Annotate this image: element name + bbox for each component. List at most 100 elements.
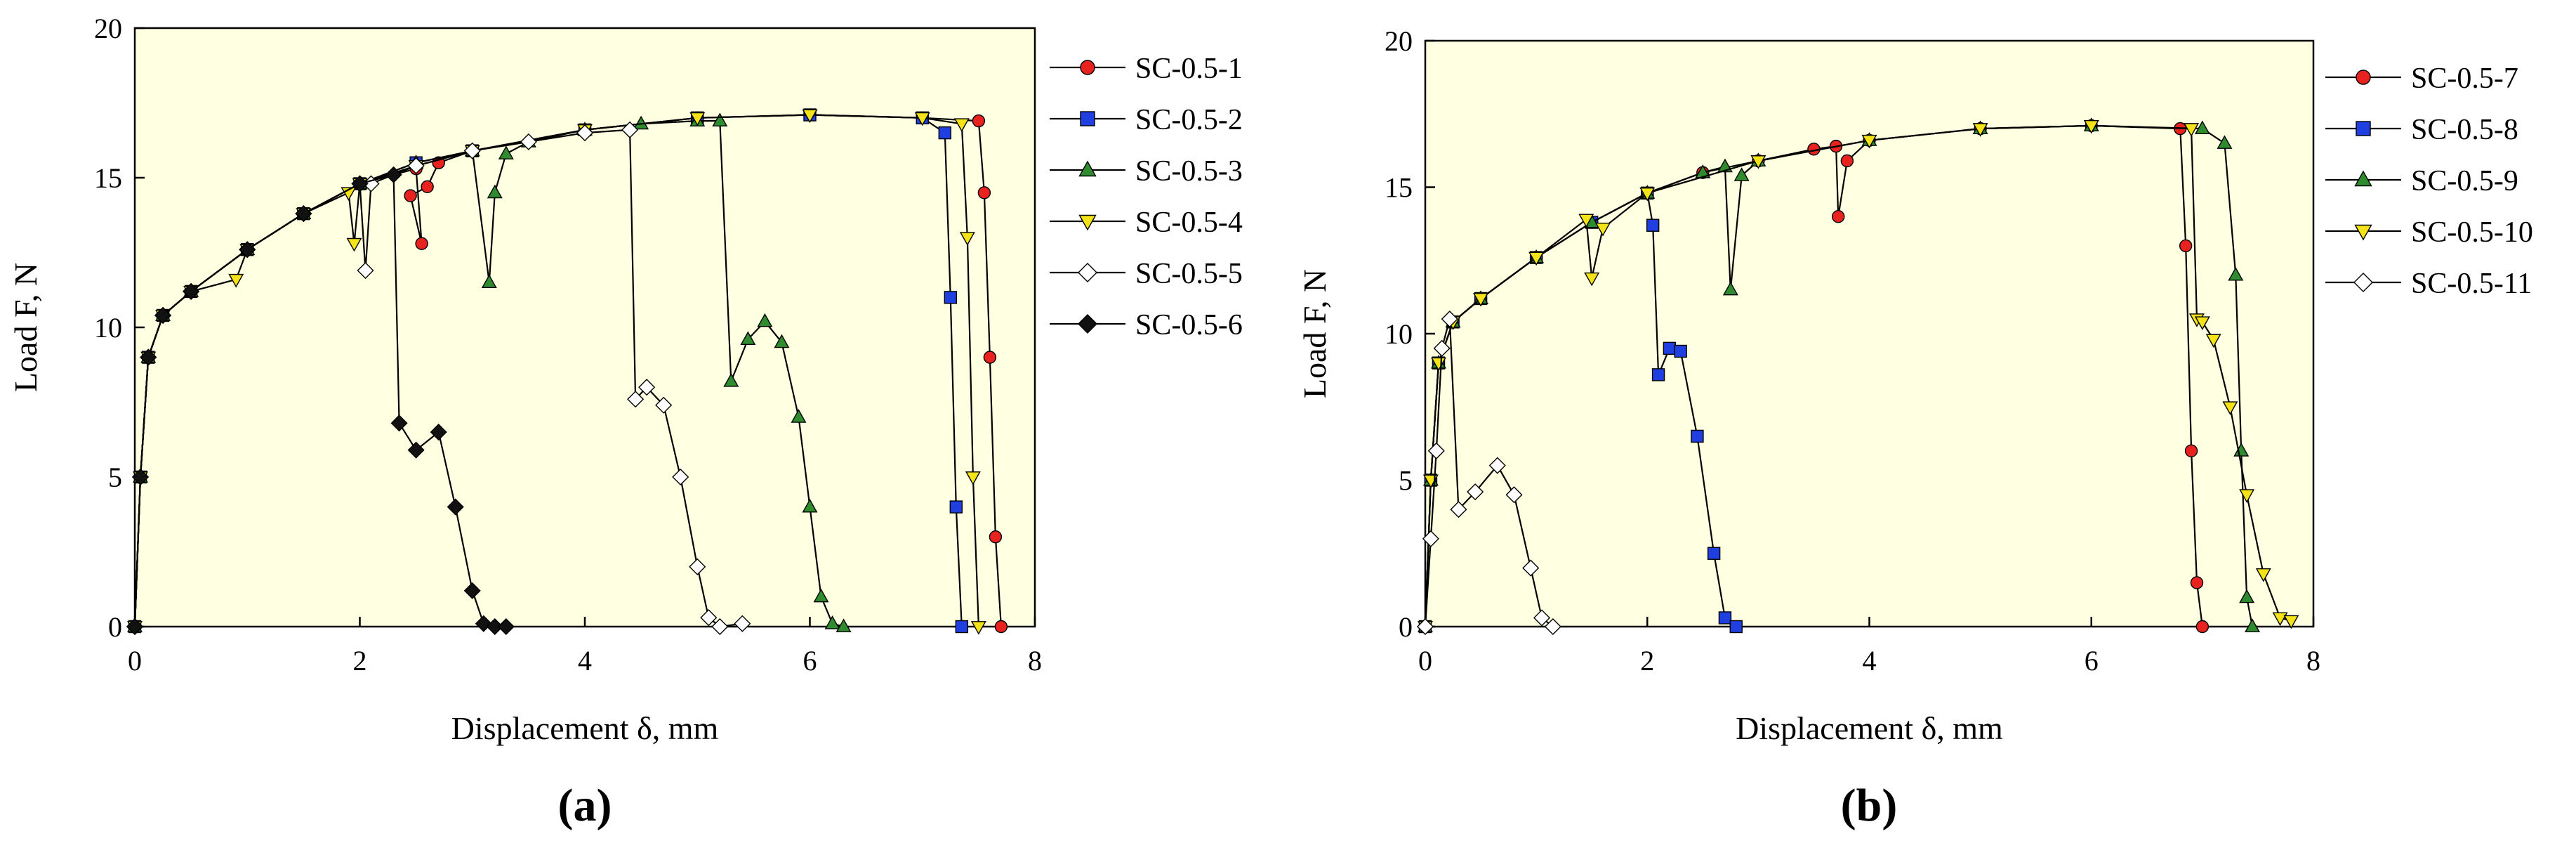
data-point [977,186,991,200]
data-point [1972,123,1988,137]
data-point [481,274,497,289]
legend-marker [2356,121,2371,136]
data-point [140,348,157,366]
x-tick-label: 2 [1640,645,1654,677]
data-point [2272,612,2288,627]
legend-marker [2354,224,2372,241]
data-point [802,498,818,513]
data-point [497,617,515,636]
data-point [486,617,503,636]
data-point [813,588,829,603]
legend-label: SC-0.5-3 [1135,155,1243,188]
series-line [1424,318,1554,627]
data-point [183,282,200,300]
x-axis-label: Displacement δ, mm [451,710,719,746]
legend-marker [2354,170,2372,187]
data-point [655,396,673,414]
x-axis-label: Displacement δ, mm [1736,710,2003,746]
data-point [723,373,739,387]
y-tick-label: 0 [1399,611,1413,643]
legend-label: SC-0.5-1 [1135,53,1243,85]
data-point [2190,576,2204,589]
data-point [1718,611,1732,625]
data-point [357,262,374,280]
data-point [689,558,706,575]
x-tick-label: 8 [1028,645,1042,677]
data-point [2283,615,2299,629]
data-point [1473,293,1489,307]
data-point [404,189,417,202]
y-tick-label: 15 [1385,172,1413,204]
data-point [415,237,428,250]
legend-label: SC-0.5-9 [2411,165,2518,197]
y-tick-label: 0 [108,611,122,643]
data-point [972,114,986,128]
y-tick-label: 15 [94,162,122,194]
legend-marker [1078,160,1097,177]
data-point [983,351,997,364]
data-point [2239,589,2255,603]
data-point [1578,214,1594,228]
data-point [2184,444,2198,457]
chart-panel-a: 0 2 4 6 8 0 5 10 15 20 SC-0.5-1 SC-0.5-2 SC-0.5-3 SC-… [8,13,1243,831]
data-point [1505,486,1523,504]
data-point [1544,617,1561,636]
legend-marker [2356,70,2371,85]
data-point [126,617,144,636]
data-point [1595,222,1611,237]
data-point [520,133,537,150]
data-point [487,184,503,199]
data-point [774,334,790,348]
data-point [2083,120,2099,134]
data-point [627,391,645,408]
legend-label: SC-0.5-10 [2411,216,2533,249]
data-point [407,157,425,174]
data-point [1651,368,1665,381]
data-point [295,205,312,223]
series-SC-0.5-6 [126,166,515,636]
data-point [2195,620,2210,634]
data-point [949,500,963,514]
data-point [154,306,172,324]
series-SC-0.5-10 [1418,120,2299,635]
data-point [2179,239,2193,253]
data-point [1431,357,1446,372]
x-tick-label: 0 [128,645,142,677]
y-tick-label: 10 [1385,318,1413,350]
data-point [1840,154,1854,168]
data-point [228,273,244,288]
data-point [970,621,986,635]
data-point [1861,134,1877,149]
data-point [689,112,706,126]
data-point [638,379,656,396]
data-point [672,468,689,486]
data-point [1639,187,1656,202]
legend-marker [1078,314,1097,334]
legend-marker [1080,111,1095,126]
data-point [385,166,402,183]
data-point [734,615,751,632]
data-point [989,530,1003,544]
legend-marker [1080,60,1095,75]
data-point [824,615,840,629]
y-tick-label: 5 [108,462,122,493]
y-axis-label: Load F, N [1297,269,1333,398]
data-point [955,620,969,634]
data-point [621,121,639,138]
data-point [1646,218,1660,232]
legend-marker [2353,273,2373,292]
data-point [131,468,150,486]
chart-panel-b: 0 2 4 6 8 0 5 10 15 20 SC-0.5-7 SC-0.5-8 SC-0.5-9 SC-… [1297,25,2533,831]
panel-label: (b) [1841,780,1898,831]
x-tick-label: 4 [578,645,592,677]
data-point [463,142,481,159]
data-point [2205,334,2221,348]
data-point [1832,210,1845,223]
legend-label: SC-0.5-5 [1135,258,1243,290]
legend-marker [1078,263,1097,282]
legend-label: SC-0.5-8 [2411,114,2518,146]
data-point [2245,618,2261,632]
data-point [1467,483,1484,501]
data-point [1441,311,1458,328]
x-tick-label: 6 [803,645,817,677]
